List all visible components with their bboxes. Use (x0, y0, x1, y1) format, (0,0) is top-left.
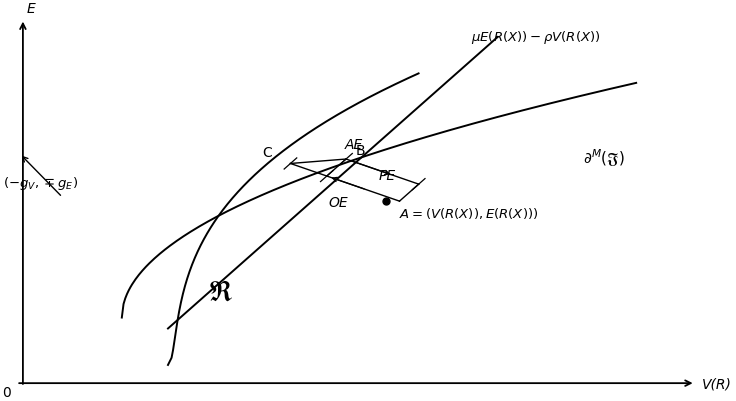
Text: $\mu E(R(X)) - \rho V(R(X))$: $\mu E(R(X)) - \rho V(R(X))$ (471, 29, 601, 47)
Text: PE: PE (379, 169, 396, 183)
Text: V(R): V(R) (702, 376, 732, 390)
Text: 0: 0 (2, 385, 11, 399)
Text: E: E (26, 2, 35, 16)
Text: $A = (V(R(X)), E(R(X)))$: $A = (V(R(X)), E(R(X)))$ (399, 205, 538, 220)
Text: $(-g_V, \mp g_E)$: $(-g_V, \mp g_E)$ (3, 175, 78, 192)
Text: $\partial^M(\mathfrak{J})$: $\partial^M(\mathfrak{J})$ (584, 147, 626, 169)
Text: OE: OE (328, 195, 348, 209)
Text: $\mathfrak{R}$: $\mathfrak{R}$ (208, 278, 233, 306)
Text: AE: AE (345, 138, 364, 152)
Text: C: C (263, 146, 272, 160)
Text: B: B (356, 144, 366, 158)
